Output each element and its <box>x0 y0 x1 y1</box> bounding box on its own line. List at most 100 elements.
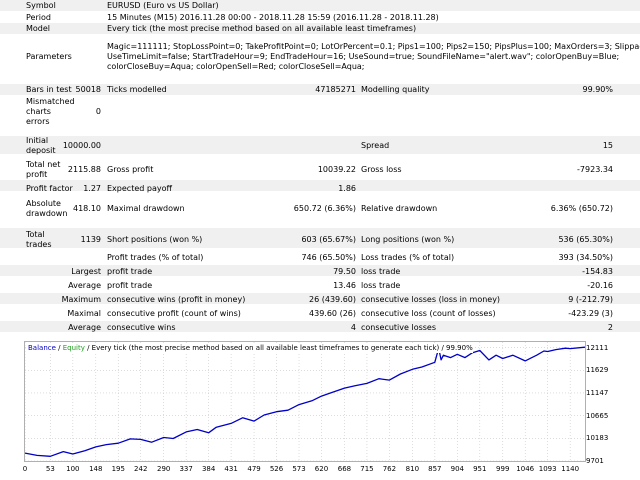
total-trades-label: Total trades <box>26 230 52 249</box>
x-tick-label: 999 <box>496 465 510 473</box>
series-line-balance <box>25 346 585 457</box>
gross-profit-label: Gross profit <box>107 165 154 174</box>
x-tick-label: 384 <box>201 465 216 473</box>
maximal-profit-value: 439.60 (26) <box>309 309 356 318</box>
y-tick-label: 11147 <box>586 388 609 397</box>
row-stripe <box>0 136 640 154</box>
mismatched-errors-label: Mismatched charts errors <box>26 97 75 126</box>
period-value: 15 Minutes (M15) 2016.11.28 00:00 - 2018… <box>107 13 439 22</box>
x-axis: 0 53 100 148 195 242 290 337 384 431 479 526 573 620 6… <box>23 462 586 476</box>
profit-trades-label: Profit trades (% of total) <box>107 253 204 262</box>
mismatched-errors-value: 0 <box>95 107 101 116</box>
total-trades-value: 1139 <box>80 235 101 244</box>
max-cons-losses-value: 9 (-212.79) <box>568 295 613 304</box>
legend-separator: / <box>55 344 63 352</box>
absolute-drawdown-label: Absolute drawdown <box>26 199 68 218</box>
profit-trades-value: 746 (65.50%) <box>301 253 356 262</box>
modelling-quality-value: 99.90% <box>582 85 613 94</box>
x-tick-label: 526 <box>269 465 284 473</box>
max-cons-wins-label: consecutive wins (profit in money) <box>107 295 246 304</box>
spread-value: 15 <box>602 141 613 150</box>
x-tick-label: 1140 <box>561 465 580 473</box>
parameters-label: Parameters <box>26 52 72 61</box>
expected-payoff-value: 1.86 <box>338 184 356 193</box>
x-tick-label: 479 <box>247 465 261 473</box>
average-label: Average <box>68 281 101 290</box>
x-tick-label: 290 <box>156 465 171 473</box>
maximal-profit-label: consecutive profit (count of wins) <box>107 309 241 318</box>
x-tick-label: 100 <box>66 465 80 473</box>
row-stripe <box>0 0 640 11</box>
x-tick-label: 620 <box>314 465 329 473</box>
largest-loss-label: loss trade <box>361 267 401 276</box>
largest-profit-value: 79.50 <box>333 267 356 276</box>
bars-in-test-value: 50018 <box>75 85 101 94</box>
average-profit-label: profit trade <box>107 281 153 290</box>
x-tick-label: 1093 <box>538 465 557 473</box>
relative-drawdown-label: Relative drawdown <box>361 204 438 213</box>
maximal-loss-value: -423.29 (3) <box>568 309 613 318</box>
maximal-label: Maximal <box>67 309 101 318</box>
x-tick-label: 715 <box>360 465 374 473</box>
balance-graph-panel: Balance / Equity / Every tick (the most … <box>24 341 586 462</box>
parameters-line-1: Magic=111111; StopLossPoint=0; TakeProfi… <box>107 42 640 51</box>
short-positions-value: 603 (65.67%) <box>301 235 356 244</box>
largest-profit-label: profit trade <box>107 267 153 276</box>
ticks-modelled-label: Ticks modelled <box>107 85 167 94</box>
x-tick-label: 810 <box>405 465 420 473</box>
ticks-modelled-value: 47185271 <box>315 85 356 94</box>
x-tick-label: 904 <box>450 465 464 473</box>
avg-cons-losses-value: 2 <box>607 323 613 332</box>
period-label: Period <box>26 13 51 22</box>
x-tick-label: 0 <box>22 465 28 473</box>
max-cons-wins-value: 26 (439.60) <box>309 295 356 304</box>
gross-profit-value: 10039.22 <box>317 165 356 174</box>
average-profit-value: 13.46 <box>333 281 356 290</box>
parameters-line-3: colorCloseBuy=Aqua; colorOpenSell=Red; c… <box>107 62 365 71</box>
expected-payoff-label: Expected payoff <box>107 184 172 193</box>
x-tick-label: 242 <box>134 465 148 473</box>
row-stripe <box>0 293 640 304</box>
initial-deposit-value: 10000.00 <box>62 141 101 150</box>
net-profit-label: Total net profit <box>26 160 61 179</box>
long-positions-value: 536 (65.30%) <box>558 235 613 244</box>
row-stripe <box>0 84 640 95</box>
average-loss-value: -20.16 <box>587 281 613 290</box>
avg-cons-wins-value: 4 <box>350 323 356 332</box>
short-positions-label: Short positions (won %) <box>107 235 203 244</box>
parameters-line-2: UseTimeLimit=false; StartTradeHour=9; En… <box>107 52 620 61</box>
row-stripe <box>0 228 640 248</box>
net-profit-value: 2115.88 <box>67 165 101 174</box>
maximum-label: Maximum <box>61 295 101 304</box>
avg-cons-wins-label: consecutive wins <box>107 323 176 332</box>
y-tick-label: 9701 <box>586 457 604 465</box>
x-tick-label: 668 <box>337 465 352 473</box>
x-tick-label: 951 <box>473 465 487 473</box>
spread-label: Spread <box>361 141 390 150</box>
max-cons-losses-label: consecutive losses (loss in money) <box>361 295 501 304</box>
gross-loss-value: -7923.34 <box>577 165 613 174</box>
x-tick-label: 148 <box>89 465 103 473</box>
gross-loss-label: Gross loss <box>361 165 402 174</box>
graph-legend: Balance / Equity / Every tick (the most … <box>28 343 473 353</box>
loss-trades-label: Loss trades (% of total) <box>361 253 455 262</box>
legend-balance: Balance <box>28 344 56 352</box>
largest-loss-value: -154.83 <box>582 267 613 276</box>
x-tick-label: 857 <box>428 465 442 473</box>
model-label: Model <box>26 24 51 33</box>
largest-label: Largest <box>71 267 101 276</box>
model-value: Every tick (the most precise method base… <box>107 24 417 33</box>
x-tick-label: 762 <box>382 465 397 473</box>
row-stripe <box>0 265 640 276</box>
symbol-value: EURUSD (Euro vs US Dollar) <box>107 1 219 10</box>
legend-equity: Equity <box>62 344 85 352</box>
balance-graph <box>25 342 585 461</box>
y-tick-label: 11629 <box>586 366 609 375</box>
x-tick-label: 431 <box>224 465 238 473</box>
symbol-label: Symbol <box>26 1 56 10</box>
y-tick-label: 10183 <box>586 434 609 443</box>
avg-cons-losses-label: consecutive losses <box>361 323 437 332</box>
row-stripe <box>0 180 640 191</box>
bars-in-test-label: Bars in test <box>26 85 72 94</box>
absolute-drawdown-value: 418.10 <box>73 204 101 213</box>
